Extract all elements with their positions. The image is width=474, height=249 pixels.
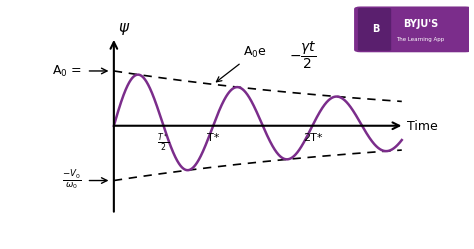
Text: A$_0$ =: A$_0$ =: [52, 63, 82, 78]
Text: 2T*: 2T*: [303, 133, 322, 143]
Text: The Learning App: The Learning App: [397, 37, 445, 42]
Text: B: B: [372, 24, 380, 34]
Text: A$_0$e: A$_0$e: [217, 45, 267, 82]
Text: BYJU'S: BYJU'S: [403, 19, 438, 29]
Text: $\psi$: $\psi$: [118, 21, 130, 37]
FancyBboxPatch shape: [358, 8, 391, 51]
FancyBboxPatch shape: [354, 6, 472, 52]
Text: $\frac{-V_0}{\omega_0}$: $\frac{-V_0}{\omega_0}$: [62, 169, 82, 192]
Text: Time: Time: [407, 120, 438, 133]
Text: $\frac{T^*}{2}$: $\frac{T^*}{2}$: [157, 133, 170, 153]
Text: T*: T*: [207, 133, 219, 143]
Text: $-\dfrac{\gamma t}{2}$: $-\dfrac{\gamma t}{2}$: [289, 39, 316, 70]
